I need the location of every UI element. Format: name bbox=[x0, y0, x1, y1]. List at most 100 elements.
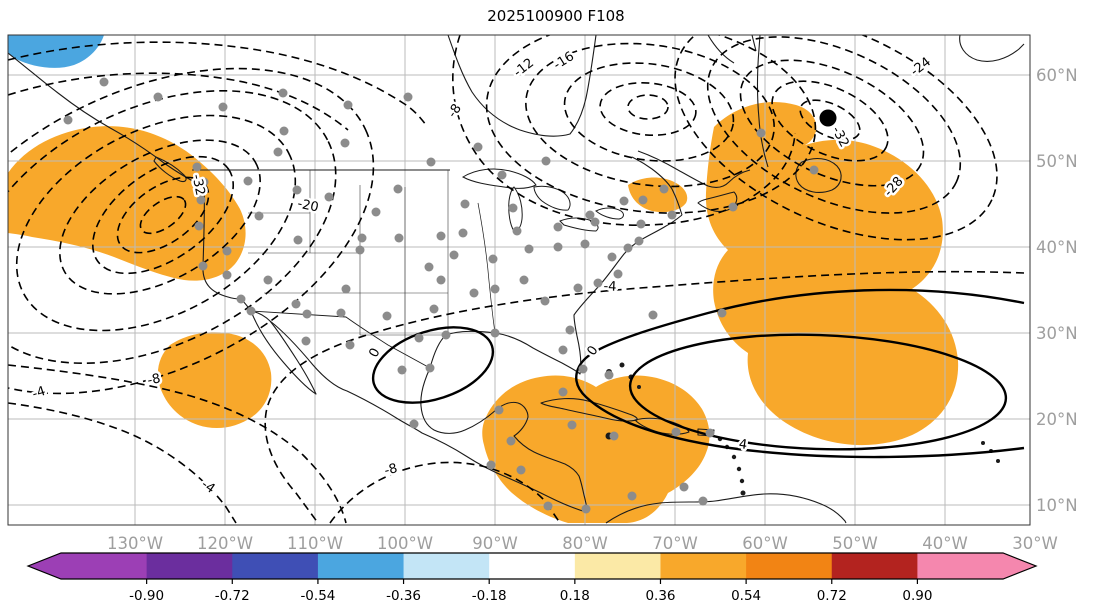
station-dot bbox=[254, 211, 264, 221]
coastline bbox=[605, 493, 847, 524]
station-dot bbox=[403, 92, 413, 102]
station-dot bbox=[441, 330, 451, 340]
colorbar-segment bbox=[146, 553, 233, 579]
colorbar-segment bbox=[746, 553, 833, 579]
station-dot bbox=[756, 128, 766, 138]
station-dot bbox=[371, 207, 381, 217]
lon-tick-label: 40°W bbox=[922, 534, 968, 553]
station-dot bbox=[436, 231, 446, 241]
station-dot bbox=[291, 299, 301, 309]
station-dot bbox=[301, 336, 311, 346]
island bbox=[996, 459, 1000, 463]
station-dot bbox=[236, 294, 246, 304]
lat-tick-label: 20°N bbox=[1036, 410, 1078, 429]
station-dot bbox=[809, 165, 819, 175]
station-dot bbox=[636, 219, 646, 229]
colorbar: -0.90 -0.72 -0.54 -0.36 -0.18 0.18 0.36 0.54 0.7… bbox=[26, 552, 1038, 604]
colorbar-segment bbox=[660, 553, 747, 579]
positive-anomaly-mexico bbox=[157, 332, 272, 429]
station-dot bbox=[449, 250, 459, 260]
contour-label: -8 bbox=[146, 371, 162, 388]
station-dot bbox=[541, 156, 551, 166]
station-dot bbox=[341, 284, 351, 294]
island bbox=[619, 362, 625, 368]
lon-tick-label: 80°W bbox=[562, 534, 608, 553]
contour-dashed bbox=[15, 114, 297, 332]
station-dot bbox=[585, 210, 595, 220]
station-dot bbox=[473, 142, 483, 152]
station-dot bbox=[488, 254, 498, 264]
contour-label: -4 bbox=[603, 279, 617, 295]
station-dot bbox=[293, 235, 303, 245]
colorbar-segment bbox=[317, 553, 405, 579]
station-dot bbox=[490, 284, 500, 294]
station-dot bbox=[573, 283, 583, 293]
coastline bbox=[447, 35, 597, 137]
contour-dashed bbox=[8, 402, 237, 524]
lon-tick-label: 100°W bbox=[377, 534, 433, 553]
contour-dashed bbox=[799, 99, 861, 141]
station-dot bbox=[409, 419, 419, 429]
lat-tick-label: 30°N bbox=[1036, 324, 1078, 343]
coastline bbox=[751, 35, 757, 52]
station-dot bbox=[490, 328, 500, 338]
station-dot bbox=[508, 203, 518, 213]
colorbar-arrow-left bbox=[28, 553, 61, 579]
station-dot bbox=[246, 306, 256, 316]
station-dot bbox=[414, 333, 424, 343]
colorbar-tick-label: 0.90 bbox=[902, 588, 932, 604]
contour-dashed bbox=[771, 80, 889, 162]
island bbox=[981, 441, 985, 445]
station-dot bbox=[393, 184, 403, 194]
station-dot bbox=[63, 115, 73, 125]
lon-tick-label: 120°W bbox=[197, 534, 253, 553]
station-dot bbox=[424, 262, 434, 272]
lon-tick-label: 30°W bbox=[1012, 534, 1058, 553]
analysis-marker-dot bbox=[819, 109, 837, 127]
coastline bbox=[756, 35, 769, 168]
map-frame bbox=[7, 34, 1031, 526]
station-dot bbox=[567, 420, 577, 430]
station-dot bbox=[638, 195, 648, 205]
station-dot bbox=[345, 340, 355, 350]
coastline bbox=[269, 320, 587, 513]
station-dot bbox=[436, 275, 446, 285]
island bbox=[637, 385, 641, 389]
station-dot bbox=[578, 364, 588, 374]
contour-dashed bbox=[8, 364, 347, 524]
station-dot bbox=[667, 210, 677, 220]
colorbar-segment bbox=[574, 553, 662, 579]
station-dot bbox=[243, 176, 253, 186]
station-dot bbox=[581, 504, 591, 514]
station-dot bbox=[382, 311, 392, 321]
island bbox=[739, 478, 745, 484]
lat-tick-label: 10°N bbox=[1036, 496, 1078, 515]
station-dot bbox=[394, 233, 404, 243]
station-dot bbox=[558, 387, 568, 397]
contour-dashed bbox=[59, 139, 261, 295]
station-dot bbox=[273, 147, 283, 157]
station-dot bbox=[516, 465, 526, 475]
colorbar-tick-label: -0.54 bbox=[300, 588, 335, 604]
station-dot bbox=[469, 288, 479, 298]
lake-outline bbox=[559, 217, 599, 232]
contour-dashed bbox=[91, 155, 235, 275]
negative-anomaly-alaska bbox=[8, 35, 104, 68]
colorbar-tick-label: 0.54 bbox=[731, 588, 761, 604]
station-dot bbox=[218, 102, 228, 112]
station-dot bbox=[397, 365, 407, 375]
station-dot bbox=[494, 405, 504, 415]
station-dot bbox=[222, 246, 232, 256]
colorbar-segment bbox=[917, 553, 1004, 579]
station-dot bbox=[565, 325, 575, 335]
station-dot bbox=[648, 310, 658, 320]
latitude-axis: 60°N 50°N 40°N 30°N 20°N 10°N bbox=[1036, 66, 1078, 515]
lake-outline bbox=[595, 207, 624, 220]
station-dot bbox=[497, 170, 507, 180]
lat-tick-label: 40°N bbox=[1036, 238, 1078, 257]
lon-tick-label: 110°W bbox=[287, 534, 343, 553]
plot-title: 2025100900 F108 bbox=[487, 7, 624, 25]
station-dot bbox=[627, 491, 637, 501]
station-dot bbox=[458, 228, 468, 238]
